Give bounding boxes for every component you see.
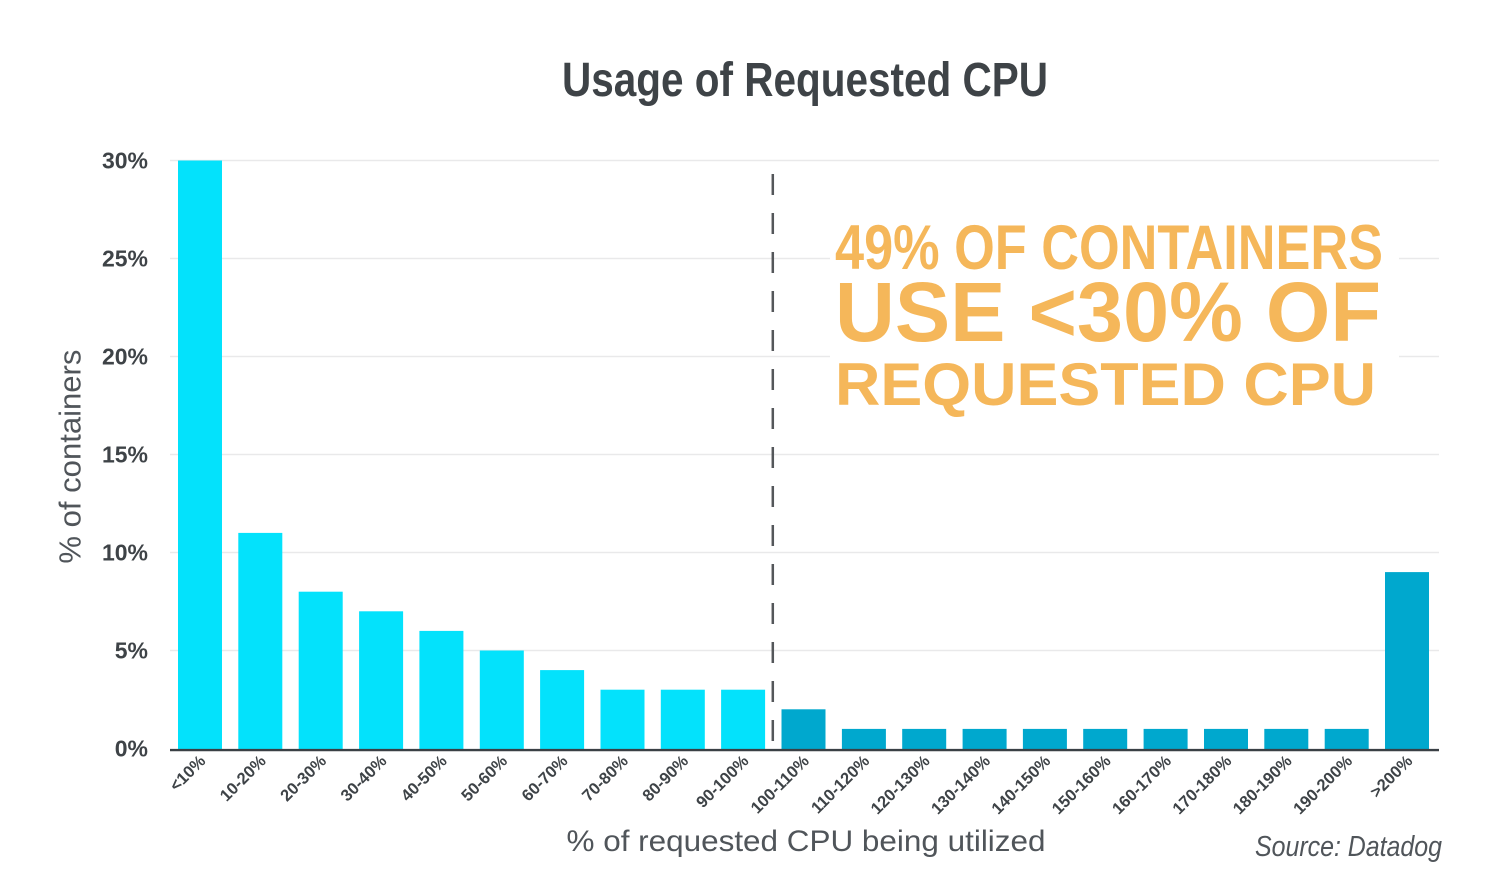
svg-text:10%: 10% xyxy=(102,540,148,566)
svg-text:REQUESTED CPU: REQUESTED CPU xyxy=(835,351,1376,418)
svg-text:5%: 5% xyxy=(115,638,148,664)
svg-text:Usage of Requested CPU: Usage of Requested CPU xyxy=(562,54,1048,107)
svg-text:15%: 15% xyxy=(102,442,148,468)
svg-text:49% OF CONTAINERS: 49% OF CONTAINERS xyxy=(835,213,1383,283)
svg-text:0%: 0% xyxy=(115,736,148,762)
svg-text:Source: Datadog: Source: Datadog xyxy=(1255,831,1442,863)
svg-text:25%: 25% xyxy=(102,246,148,272)
svg-text:USE <30% OF: USE <30% OF xyxy=(835,265,1381,359)
svg-text:20%: 20% xyxy=(102,344,148,370)
svg-text:% of containers: % of containers xyxy=(53,350,88,564)
svg-text:30%: 30% xyxy=(102,148,148,174)
svg-text:% of requested CPU being utili: % of requested CPU being utilized xyxy=(567,825,1046,858)
